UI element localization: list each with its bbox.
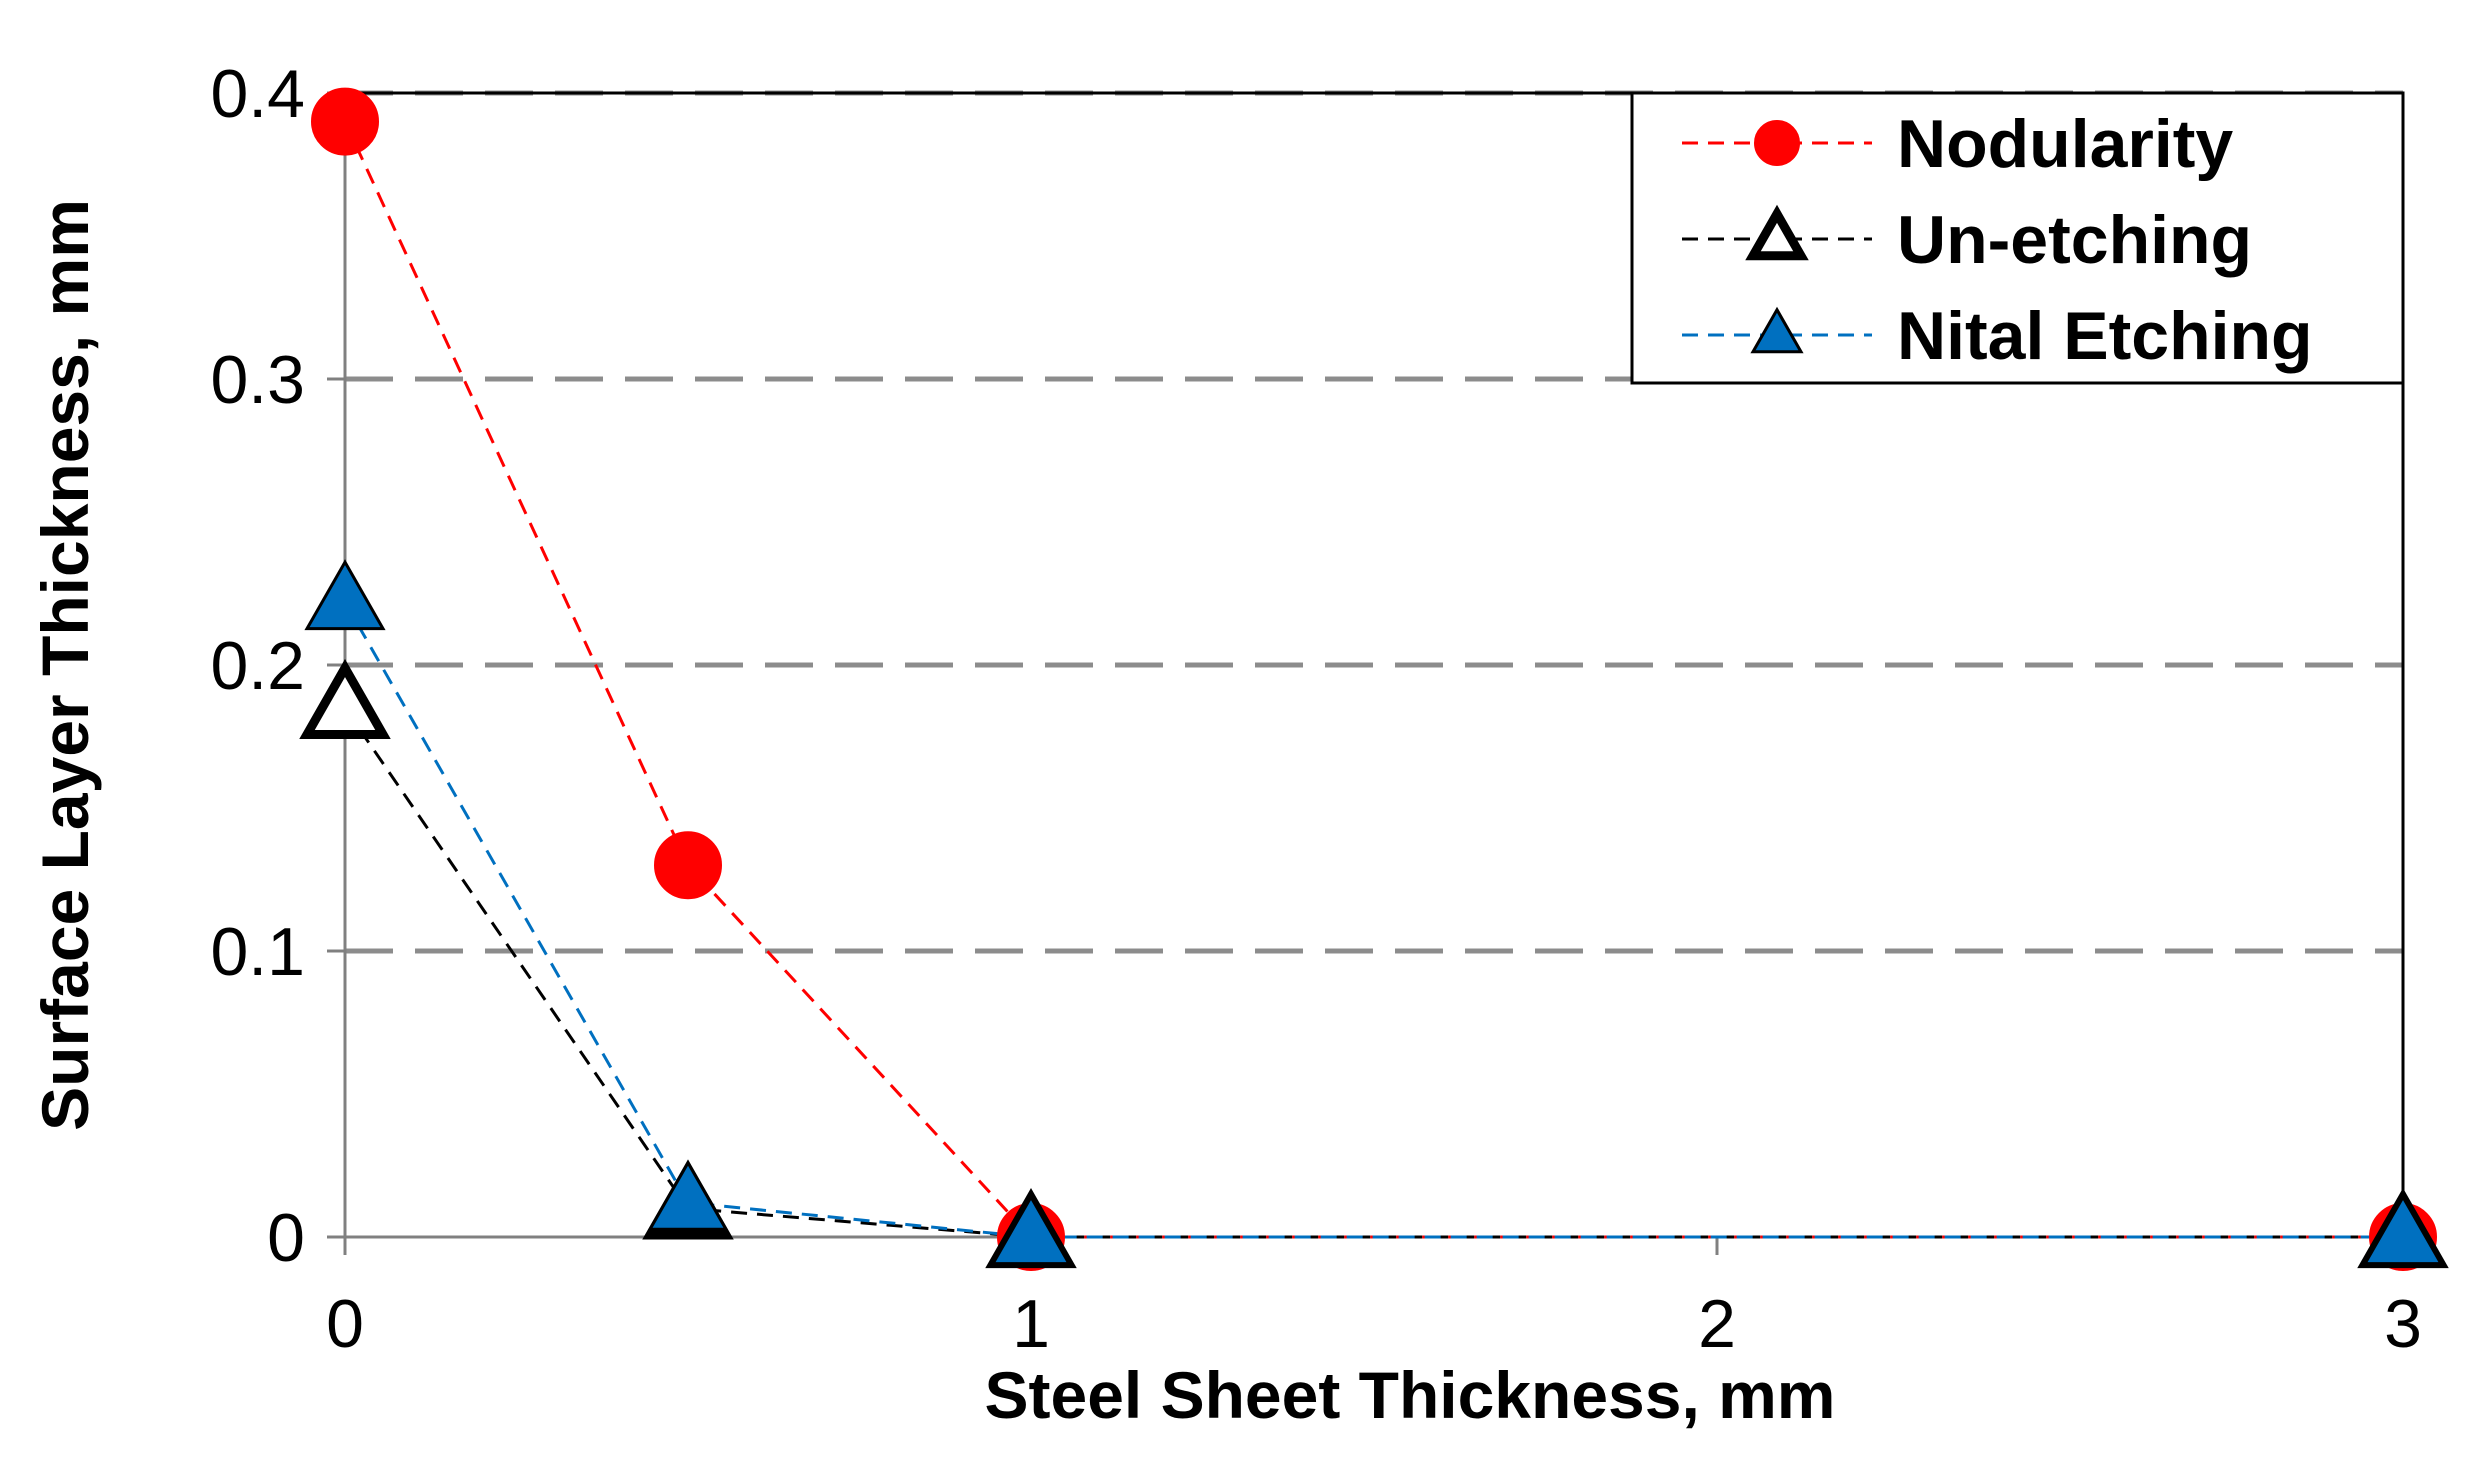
legend: Nodularity Un-etching Nital Etching — [1630, 91, 2405, 385]
legend-item-nodularity: Nodularity — [1682, 106, 2233, 182]
data-point — [647, 1159, 729, 1231]
data-point — [311, 87, 379, 156]
x-tick-label: 3 — [2384, 1286, 2422, 1362]
y-tick-label: 0 — [267, 1200, 305, 1276]
data-point — [304, 559, 386, 631]
legend-marker — [1745, 204, 1809, 261]
series-markers-nital-etching — [304, 559, 2444, 1266]
series-layer — [299, 87, 2449, 1271]
data-point — [299, 658, 391, 739]
legend-label: Un-etching — [1897, 202, 2252, 278]
data-point — [990, 1194, 1072, 1266]
legend-item-nital-etching: Nital Etching — [1682, 298, 2313, 374]
x-tick-label: 2 — [1698, 1286, 1736, 1362]
x-tick-label: 1 — [1012, 1286, 1050, 1362]
legend-label: Nodularity — [1897, 106, 2233, 182]
series-line — [343, 601, 2403, 1239]
legend-label: Nital Etching — [1897, 298, 2313, 374]
x-tick-label: 0 — [326, 1286, 364, 1362]
tick-labels: 0 1 2 3 0 0.1 0.2 0.3 0.4 — [210, 56, 2421, 1362]
series-nital-etching — [343, 601, 2403, 1239]
legend-marker — [1750, 306, 1804, 354]
legend-item-un-etching: Un-etching — [1682, 202, 2252, 278]
legend-marker — [1754, 120, 1800, 166]
x-axis-title: Steel Sheet Thickness, mm — [984, 1358, 1835, 1432]
data-point — [654, 831, 722, 900]
data-point — [2362, 1194, 2444, 1266]
y-tick-label: 0.1 — [210, 914, 305, 990]
y-tick-label: 0.3 — [210, 342, 305, 418]
y-axis-title: Surface Layer Thickness, mm — [28, 199, 102, 1131]
y-tick-label: 0.2 — [210, 628, 305, 704]
y-tick-label: 0.4 — [210, 56, 305, 132]
legend-items: Nodularity Un-etching Nital Etching — [1682, 106, 2313, 374]
